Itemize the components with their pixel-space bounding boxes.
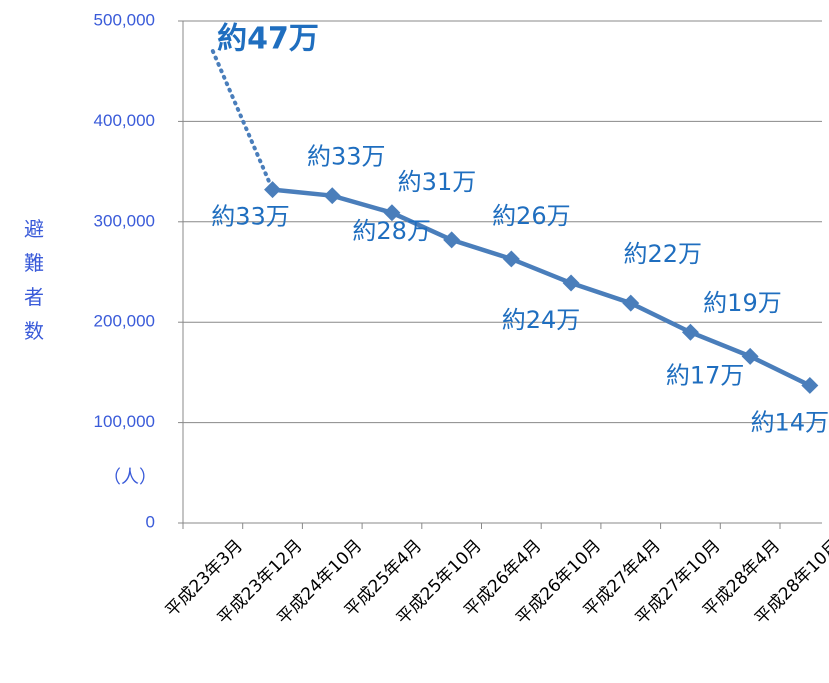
data-label: 約47万 — [217, 22, 319, 57]
dotted-line — [210, 49, 275, 192]
marker — [443, 231, 461, 249]
marker — [801, 376, 819, 394]
y-tick-label: 500,000 — [94, 10, 155, 29]
data-label: 約22万 — [623, 240, 702, 268]
y-tick-label: 300,000 — [94, 211, 155, 230]
data-label: 約26万 — [492, 202, 571, 230]
data-label: 約19万 — [703, 289, 782, 317]
data-label: 約17万 — [666, 361, 745, 389]
marker — [323, 187, 341, 205]
marker — [562, 274, 580, 292]
marker — [383, 204, 401, 222]
data-label: 約14万 — [751, 408, 829, 436]
y-tick-label: 0 — [146, 512, 155, 531]
data-label: 約28万 — [352, 217, 431, 245]
line — [272, 187, 811, 388]
marker — [741, 347, 759, 365]
data-label: 約33万 — [307, 143, 386, 171]
y-axis-label: 避難者数 — [24, 217, 44, 343]
marker — [264, 181, 282, 199]
y-tick-label: 400,000 — [94, 111, 155, 130]
marker — [681, 323, 699, 341]
y-tick-label: 100,000 — [94, 412, 155, 431]
data-label: 約24万 — [502, 306, 581, 334]
y-tick-label: 200,000 — [94, 312, 155, 331]
unit-label: （人） — [103, 467, 157, 488]
marker — [622, 294, 640, 312]
data-label: 約31万 — [398, 168, 477, 196]
data-label: 約33万 — [211, 203, 290, 231]
marker — [502, 250, 520, 268]
